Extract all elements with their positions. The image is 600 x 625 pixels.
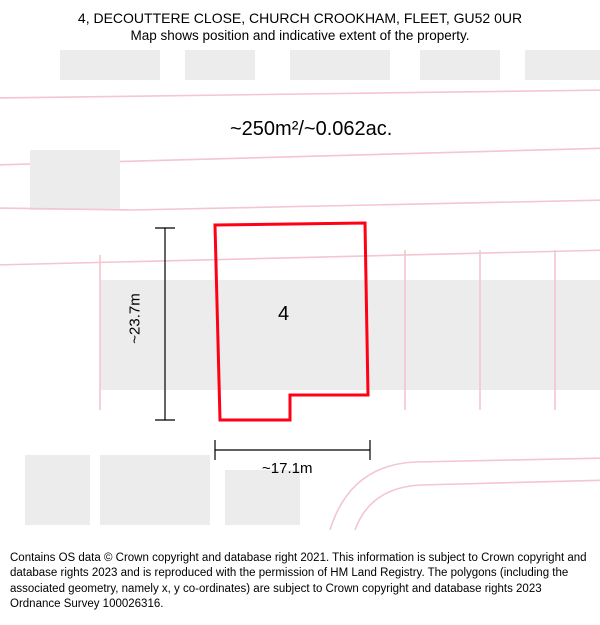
- subtitle-line: Map shows position and indicative extent…: [12, 28, 588, 43]
- height-dimension-label: ~23.7m: [127, 293, 144, 343]
- footer-copyright: Contains OS data © Crown copyright and d…: [0, 543, 600, 625]
- area-label: ~250m²/~0.062ac.: [230, 118, 392, 141]
- header-block: 4, DECOUTTERE CLOSE, CHURCH CROOKHAM, FL…: [0, 0, 600, 49]
- address-line: 4, DECOUTTERE CLOSE, CHURCH CROOKHAM, FL…: [12, 10, 588, 26]
- map-region: ~250m²/~0.062ac. 4 ~23.7m ~17.1m: [0, 50, 600, 530]
- width-dimension-label: ~17.1m: [262, 460, 312, 477]
- house-number-label: 4: [278, 303, 289, 326]
